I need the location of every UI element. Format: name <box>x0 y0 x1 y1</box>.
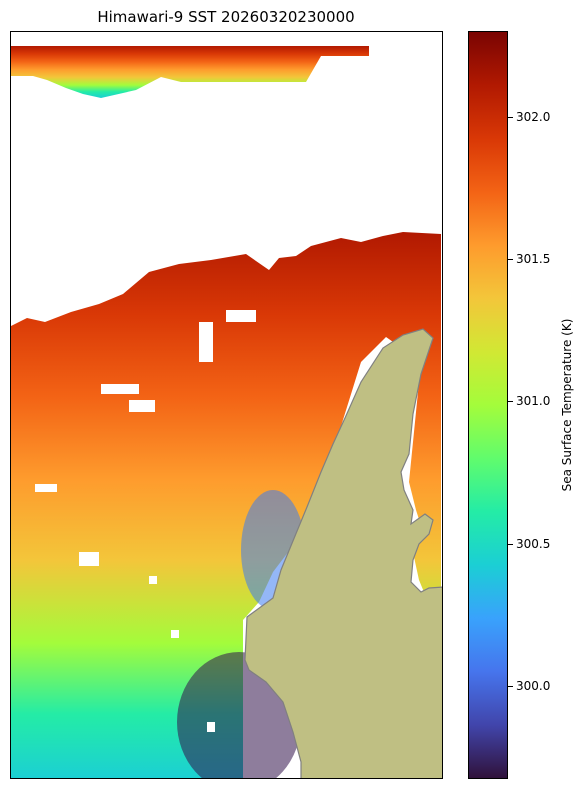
colorbar-tick <box>508 401 513 402</box>
land <box>244 328 442 778</box>
colorbar-tick-label: 302.0 <box>516 110 551 124</box>
colorbar-tick-label: 301.5 <box>516 252 551 266</box>
colorbar-tick-label: 301.0 <box>516 394 551 408</box>
colorbar <box>468 31 508 779</box>
sst-map <box>10 31 443 779</box>
colorbar-tick-label: 300.0 <box>516 679 551 693</box>
sst-main-field <box>11 232 441 778</box>
colorbar-tick <box>508 259 513 260</box>
plot-title: Himawari-9 SST 20260320230000 <box>97 8 355 26</box>
missing-pixels <box>35 310 256 732</box>
sst-north-strip <box>11 46 369 98</box>
colorbar-tick <box>508 686 513 687</box>
colorbar-tick <box>508 544 513 545</box>
colorbar-tick <box>508 117 513 118</box>
colorbar-label: Sea Surface Temperature (K) <box>560 318 574 492</box>
colorbar-tick-label: 300.5 <box>516 537 551 551</box>
sst-map-svg <box>11 46 442 778</box>
